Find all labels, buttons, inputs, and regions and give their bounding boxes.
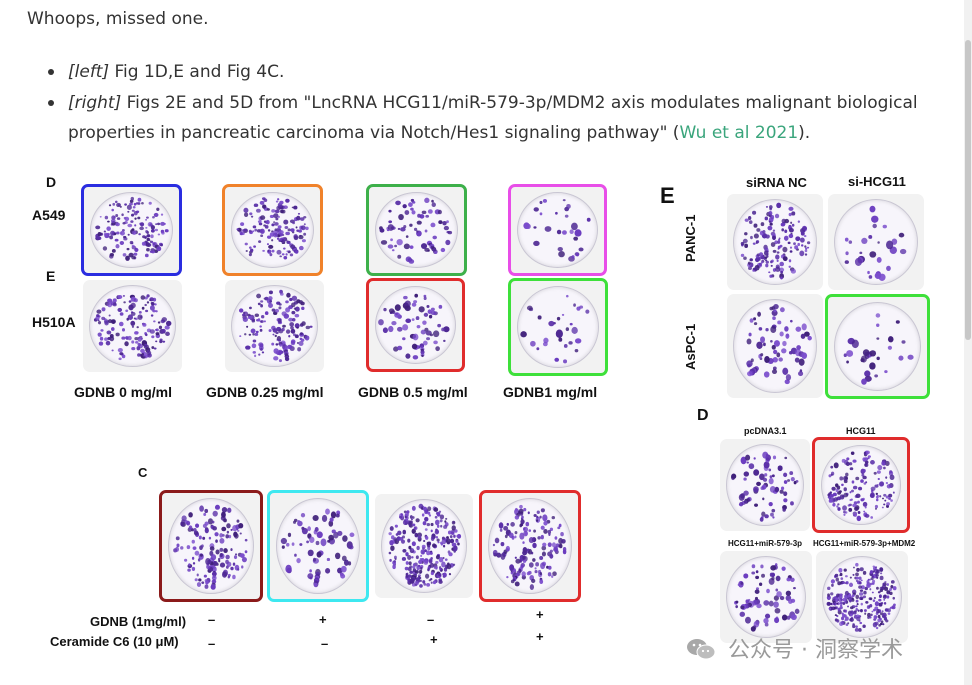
watermark-text: 公众号 · 洞察学术 — [728, 638, 903, 663]
petri-dish — [90, 192, 173, 268]
panel-e-label: E — [46, 268, 56, 284]
fig4c-image: C GDNB (1mg/ml) Ceramide C6 (10 μM) – + … — [45, 462, 590, 657]
citation-link[interactable]: Wu et al 2021 — [679, 123, 799, 143]
bullet-dot — [48, 100, 54, 106]
row-label-h510a: H510A — [32, 314, 76, 330]
right-text-1: Figs 2E and 5D from "LncRNA HCG11/miR-57… — [121, 93, 918, 113]
colony-plate — [812, 437, 910, 533]
col-label: GDNB 0.25 mg/ml — [206, 384, 324, 400]
petri-dish — [381, 499, 467, 593]
wechat-icon — [687, 639, 716, 660]
bullet-left-line: [left] Fig 1D,E and Fig 4C. — [68, 57, 284, 87]
colony-plate — [727, 294, 823, 398]
petri-dish — [834, 199, 918, 285]
right-d-label: HCG11+miR-579-3p+MDM2 — [813, 539, 916, 548]
colony-plate — [267, 490, 369, 602]
petri-dish — [822, 556, 902, 638]
col-label: GDNB 0 mg/ml — [74, 384, 173, 400]
bullet-right-line1: [right] Figs 2E and 5D from "LncRNA HCG1… — [68, 88, 918, 118]
colony-plate — [720, 439, 810, 531]
petri-dish — [488, 498, 572, 594]
petri-dish — [231, 192, 314, 268]
right-d-label: HCG11+miR-579-3p — [728, 539, 803, 548]
petri-dish — [231, 285, 318, 367]
colony-plate — [83, 280, 182, 372]
bullet-dot — [48, 69, 54, 75]
right-text-3: ). — [798, 123, 811, 143]
colony-plate — [222, 184, 323, 276]
right-text-2: properties in pancreatic carcinoma via N… — [68, 123, 680, 143]
left-text: Fig 1D,E and Fig 4C. — [109, 62, 285, 82]
colony-plate — [366, 278, 465, 372]
intro-text: Whoops, missed one. — [27, 9, 209, 29]
c-row1-label: GDNB (1mg/ml) — [90, 614, 187, 629]
left-figure-image: D A549 E H510A GDNB 0 mg/ml GDNB 0.25 mg… — [27, 170, 642, 410]
c-sign: + — [430, 632, 438, 647]
colony-plate — [366, 184, 467, 276]
petri-dish — [375, 192, 458, 268]
page-scrollbar[interactable] — [964, 0, 972, 685]
panel-d-right-label: D — [697, 407, 709, 424]
c-sign: + — [536, 629, 544, 644]
fig2e-image: E siRNA NC si-HCG11 PANC-1 AsPC-1 — [655, 170, 945, 400]
colony-plate — [720, 551, 812, 643]
c-sign: + — [319, 612, 327, 627]
panel-d-label: D — [46, 174, 57, 190]
c-sign: – — [208, 636, 216, 651]
colony-plate — [479, 490, 581, 602]
right-col-label: si-HCG11 — [848, 174, 906, 189]
bullet-right-line2: properties in pancreatic carcinoma via N… — [68, 118, 810, 148]
petri-dish — [726, 444, 804, 526]
petri-dish — [726, 556, 806, 638]
petri-dish — [517, 286, 599, 368]
colony-plate — [825, 294, 930, 399]
right-d-label: HCG11 — [846, 426, 876, 436]
right-row-label: AsPC-1 — [683, 323, 698, 370]
panel-c-label: C — [138, 465, 148, 480]
petri-dish — [89, 285, 176, 367]
c-sign: – — [321, 636, 329, 651]
c-sign: – — [427, 612, 435, 627]
colony-plate — [81, 184, 182, 276]
petri-dish — [375, 286, 456, 364]
colony-plate — [225, 280, 324, 372]
colony-plate — [816, 551, 908, 643]
colony-plate — [828, 194, 924, 290]
c-sign: – — [208, 612, 216, 627]
colony-plate — [375, 494, 473, 598]
row-label-a549: A549 — [32, 207, 66, 223]
col-label: GDNB 0.5 mg/ml — [358, 384, 468, 400]
left-tag: [left] — [68, 62, 110, 82]
col-label: GDNB1 mg/ml — [503, 384, 598, 400]
right-row-label: PANC-1 — [683, 214, 698, 262]
scrollbar-thumb[interactable] — [965, 40, 971, 340]
colony-plate — [508, 184, 607, 276]
colony-plate — [508, 278, 608, 376]
c-sign: + — [536, 607, 544, 622]
colony-plate — [159, 490, 263, 602]
petri-dish — [733, 299, 817, 393]
petri-dish — [276, 498, 360, 594]
colony-plate — [727, 194, 823, 290]
petri-dish — [168, 498, 254, 594]
petri-dish — [834, 302, 921, 391]
fig5d-image: D pcDNA3.1 HCG11 HCG11+miR-579-3p HCG11+… — [690, 405, 930, 645]
petri-dish — [517, 192, 598, 268]
right-d-label: pcDNA3.1 — [744, 426, 787, 436]
right-col-label: siRNA NC — [746, 175, 807, 190]
c-row2-label: Ceramide C6 (10 μM) — [50, 634, 179, 649]
petri-dish — [821, 445, 901, 525]
petri-dish — [733, 199, 817, 285]
panel-e-right-label: E — [660, 183, 675, 208]
right-tag: [right] — [68, 93, 122, 113]
